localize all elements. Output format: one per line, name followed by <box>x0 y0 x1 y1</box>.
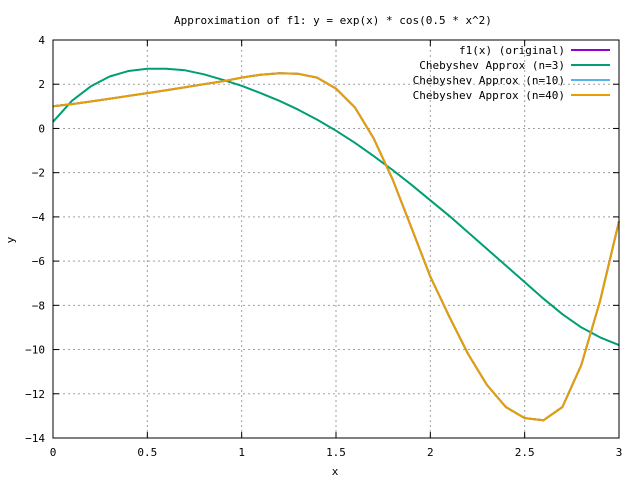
ticks: 0 0.5 1 1.5 2 2.5 3 4 2 0 −2 −4 −6 −8 −10 −12 −14 <box>25 34 622 459</box>
y-tick-label: −6 <box>32 255 45 268</box>
x-tick-label: 2.5 <box>515 446 535 459</box>
y-tick-label: 0 <box>38 122 45 135</box>
legend-label: Chebyshev Approx (n=3) <box>419 59 565 72</box>
y-axis-label: y <box>4 236 17 243</box>
legend-label: f1(x) (original) <box>459 44 565 57</box>
x-tick-label: 0 <box>50 446 57 459</box>
chart-title: Approximation of f1: y = exp(x) * cos(0.… <box>174 14 492 27</box>
y-tick-label: 4 <box>38 34 45 47</box>
grid <box>53 40 619 438</box>
series-line-chebyshev-approx-n-40 <box>52 72 620 422</box>
legend-label: Chebyshev Approx (n=10) <box>413 74 565 87</box>
x-tick-label: 2 <box>427 446 434 459</box>
y-tick-label: −12 <box>25 388 45 401</box>
x-tick-label: 3 <box>616 446 623 459</box>
y-tick-label: −14 <box>25 432 45 445</box>
y-tick-label: −4 <box>32 211 46 224</box>
y-tick-label: −2 <box>32 167 45 180</box>
legend-label: Chebyshev Approx (n=40) <box>413 89 565 102</box>
x-tick-label: 1 <box>238 446 245 459</box>
series-group <box>52 67 620 422</box>
y-tick-label: −8 <box>32 299 45 312</box>
x-tick-label: 1.5 <box>326 446 346 459</box>
legend: f1(x) (original) Chebyshev Approx (n=3) Ch… <box>413 44 610 102</box>
y-tick-label: 2 <box>38 78 45 91</box>
series-line-chebyshev-approx-n-3 <box>52 67 620 347</box>
x-axis-label: x <box>332 465 339 478</box>
y-tick-label: −10 <box>25 344 45 357</box>
x-tick-label: 0.5 <box>137 446 157 459</box>
